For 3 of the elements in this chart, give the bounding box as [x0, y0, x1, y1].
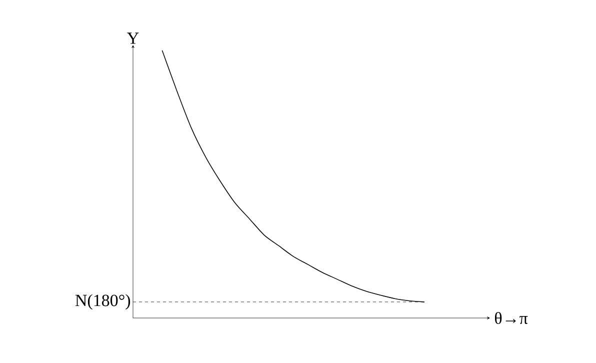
x-axis-title: θ→π	[495, 312, 528, 324]
ref-line-label: N(180°)	[75, 294, 130, 310]
y-axis-title: Y	[127, 32, 139, 44]
